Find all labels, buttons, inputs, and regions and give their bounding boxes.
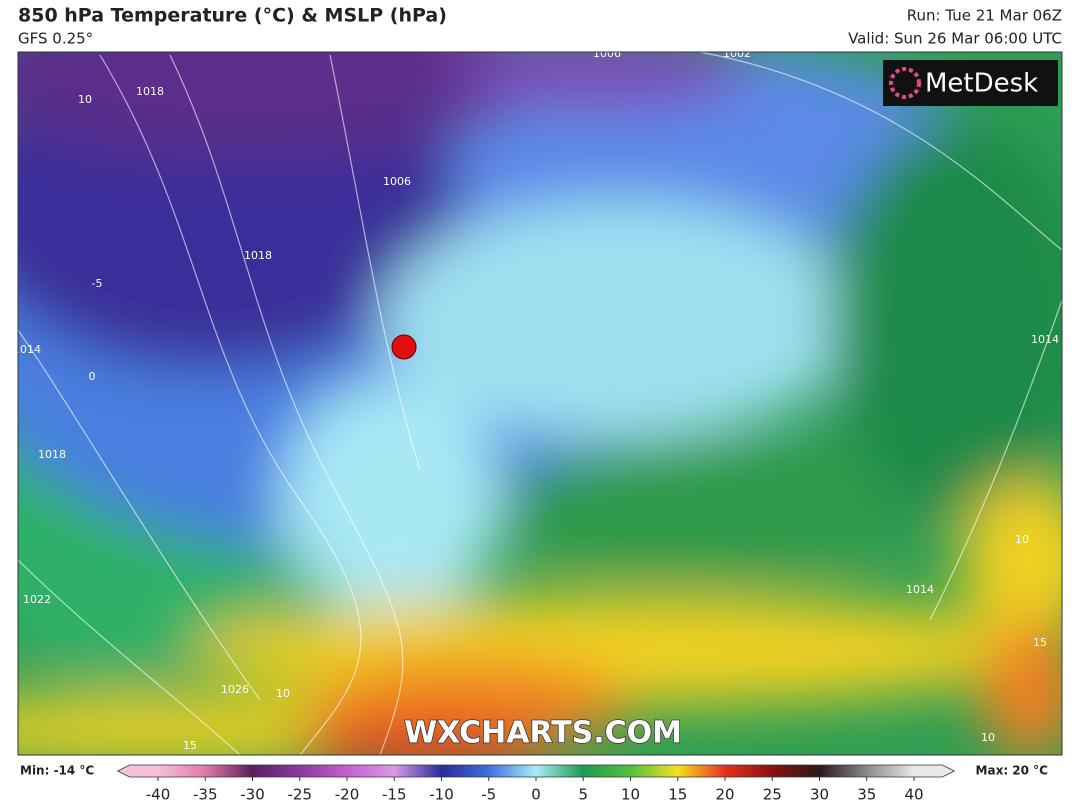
contour-label: 15 [1033, 636, 1047, 649]
colorbar-tick-label: -20 [335, 786, 360, 804]
contour-label: 1018 [136, 85, 164, 98]
location-marker [391, 334, 417, 360]
colorbar-tick-label: -10 [429, 786, 454, 804]
min-label: Min: -14 °C [20, 764, 94, 778]
colorbar-tick-label: 20 [715, 786, 734, 804]
logo: MetDesk [925, 69, 1038, 99]
contour-label: 1018 [244, 249, 272, 262]
contour-label: 1006 [383, 175, 411, 188]
colorbar-tick-label: -25 [288, 786, 313, 804]
contour-label: 1014 [906, 583, 934, 596]
valid-time: Valid: Sun 26 Mar 06:00 UTC [848, 30, 1062, 48]
contour-label: 1014 [13, 343, 41, 356]
contour-label: 1018 [38, 448, 66, 461]
logo-box [883, 60, 1058, 106]
contour-label: 10 [1015, 533, 1029, 546]
colorbar-tick-label: 5 [578, 786, 588, 804]
contour-label: 15 [183, 739, 197, 752]
colorbar-tick-label: 35 [857, 786, 876, 804]
contour-label: 1002 [723, 47, 751, 60]
contour-label: 10 [276, 687, 290, 700]
run-time: Run: Tue 21 Mar 06Z [907, 7, 1062, 25]
colorbar-tick-label: 40 [904, 786, 923, 804]
contour-label: 1006 [593, 47, 621, 60]
contour-label: 1014 [1031, 333, 1059, 346]
colorbar-tick-label: -40 [146, 786, 171, 804]
watermark: WXCHARTS.COM [404, 716, 682, 751]
colorbar-tick-label: 10 [621, 786, 640, 804]
colorbar-tick-label: 25 [763, 786, 782, 804]
max-label: Max: 20 °C [976, 764, 1049, 778]
map: MetDesk WXCHARTS.COM 1018 10 1006 1006 1002 1… [13, 47, 1062, 755]
colorbar-tick-label: 15 [668, 786, 687, 804]
contour-label: 1022 [23, 593, 51, 606]
contour-label: 10 [981, 731, 995, 744]
colorbar-tick-label: -15 [382, 786, 407, 804]
colorbar-tick-label: -5 [481, 786, 496, 804]
map-frame [17, 51, 1063, 756]
model: GFS 0.25° [18, 30, 93, 48]
title: 850 hPa Temperature (°C) & MSLP (hPa) [18, 5, 447, 27]
logo-icon [889, 67, 921, 99]
contour-label: 1026 [221, 683, 249, 696]
contour-label: 10 [78, 93, 92, 106]
colorbar-tick-label: 30 [810, 786, 829, 804]
colorbar [116, 764, 956, 778]
contour-label: 0 [89, 370, 96, 383]
colorbar-tick-label: -35 [193, 786, 218, 804]
colorbar-tick-label: -30 [240, 786, 265, 804]
colorbar-tick-label: 0 [531, 786, 541, 804]
contour-label: -5 [92, 277, 103, 290]
